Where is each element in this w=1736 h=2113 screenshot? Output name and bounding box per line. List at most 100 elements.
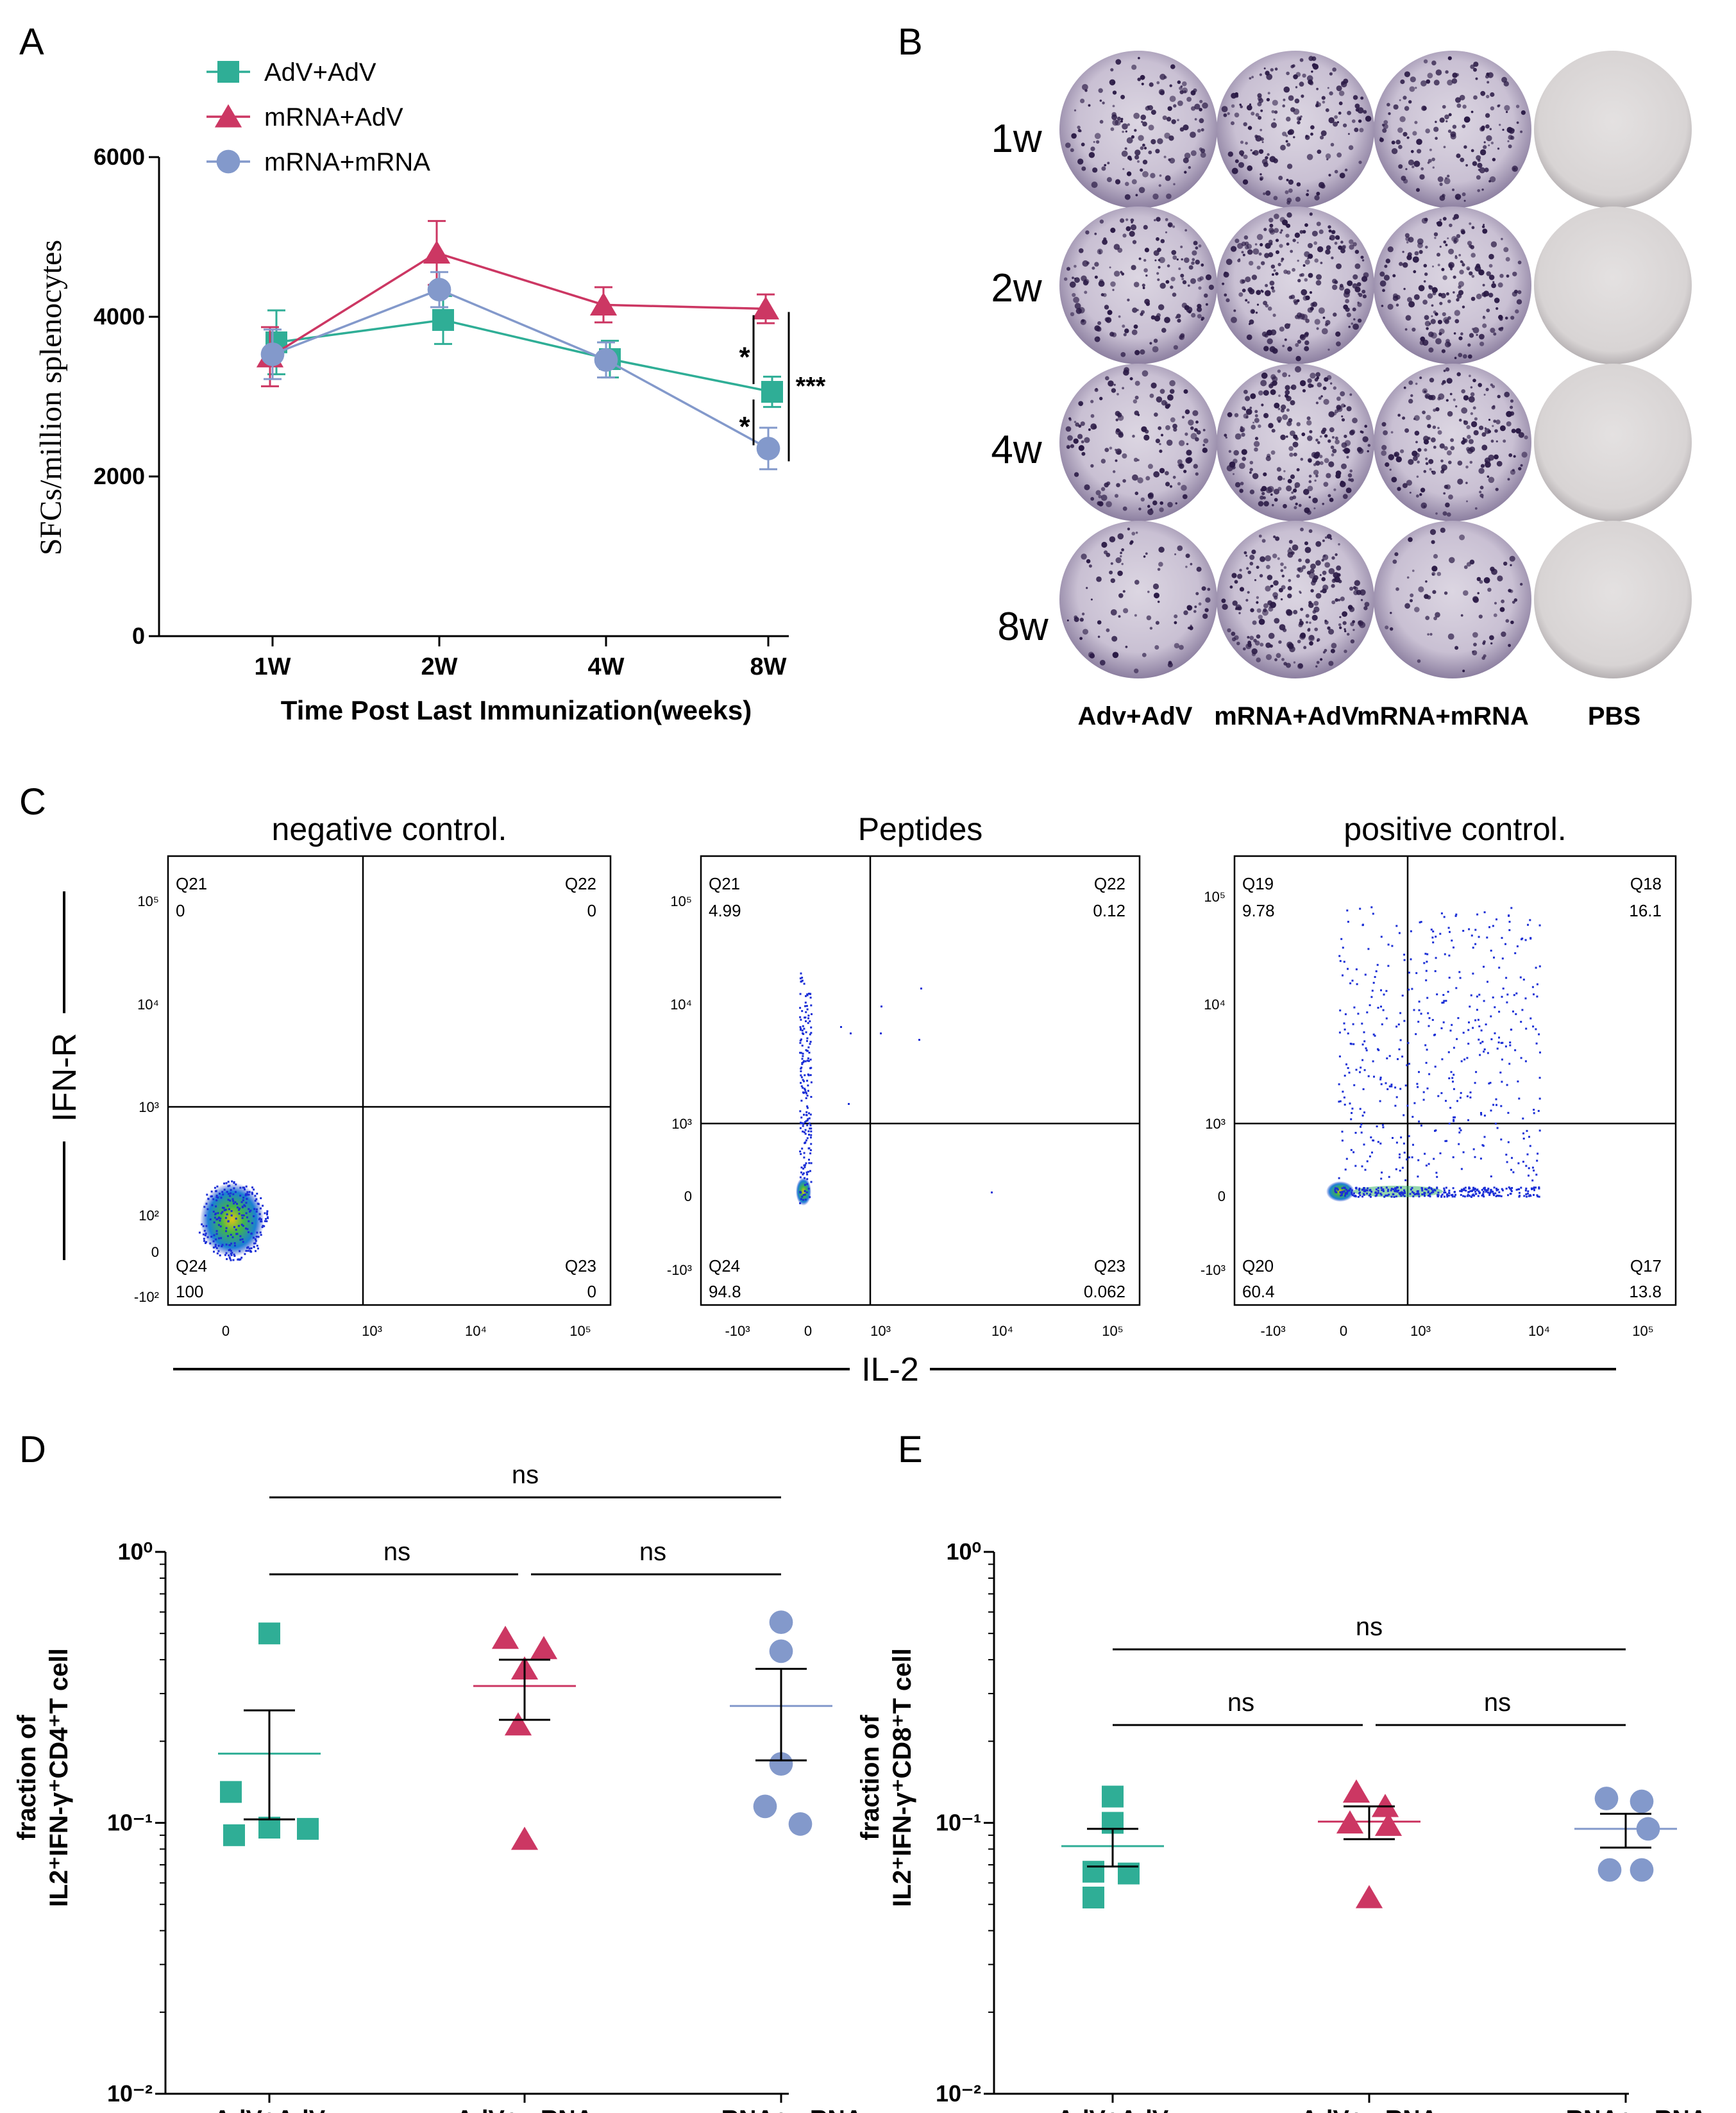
flow-event [801, 1045, 804, 1047]
well-spot [1159, 74, 1166, 80]
well-spot [1194, 118, 1197, 121]
well-spot [1322, 316, 1326, 319]
flow-event [1423, 1191, 1426, 1194]
flow-event [1371, 1151, 1373, 1154]
flow-event [1533, 1109, 1535, 1111]
flow-event [1479, 1054, 1481, 1056]
quadrant-value: 13.8 [1629, 1282, 1662, 1301]
flow-event [1501, 957, 1504, 960]
panel-d-data-point [504, 1712, 532, 1736]
flow-event [245, 1250, 248, 1252]
flow-event [1525, 1165, 1528, 1167]
well-spot [1149, 627, 1153, 630]
well-spot [1357, 302, 1362, 307]
well-spot [1497, 282, 1503, 288]
well-spot [1329, 427, 1335, 433]
well-spot [1117, 116, 1121, 121]
well-spot [1433, 446, 1437, 449]
well-spot [1275, 272, 1279, 276]
flow-event [1397, 1189, 1400, 1191]
well-spot [1143, 224, 1148, 230]
well-spot [1487, 430, 1492, 434]
well-spot [1304, 346, 1310, 351]
well-spot [1261, 403, 1264, 407]
well-spot [1304, 251, 1310, 257]
well-spot [1402, 262, 1408, 268]
flow-event [261, 1226, 264, 1228]
well-spot [1475, 77, 1478, 80]
well-spot [1306, 193, 1309, 196]
well-spot [1088, 104, 1091, 107]
well-spot [1169, 389, 1175, 394]
flow-event [805, 1005, 808, 1007]
well-spot [1250, 149, 1252, 151]
well-spot [1446, 450, 1452, 456]
well-spot [1265, 585, 1271, 592]
well-spot [1479, 333, 1485, 340]
well-spot [1276, 467, 1281, 472]
well-spot [1286, 223, 1291, 228]
flow-event [1447, 1051, 1450, 1054]
flow-event [205, 1202, 208, 1205]
flow-event [251, 1222, 253, 1224]
well-spot [1425, 616, 1430, 620]
well-spot [1451, 78, 1458, 84]
flow-event [1501, 995, 1503, 998]
well-spot [1167, 222, 1173, 228]
quadrant-name: Q20 [1242, 1256, 1274, 1275]
panel-e-data-point [1342, 1779, 1370, 1803]
well-spot [1181, 416, 1185, 419]
well-spot [1462, 305, 1465, 308]
well-spot [1138, 187, 1145, 194]
well-spot [1443, 146, 1446, 149]
well-spot [1313, 463, 1317, 466]
flow-event [1510, 1029, 1512, 1031]
well-spot [1122, 130, 1124, 133]
flow-event [809, 1196, 811, 1199]
flow-event [239, 1258, 242, 1261]
panel-letter-c: C [19, 781, 46, 823]
well-spot [1307, 485, 1313, 491]
well-spot [1316, 221, 1321, 226]
well-spot [1297, 663, 1303, 669]
well-spot [1353, 590, 1359, 596]
flow-event [248, 1191, 251, 1193]
flow-event [1394, 1190, 1396, 1192]
well-spot [1393, 104, 1399, 110]
elispot-well [1374, 206, 1531, 364]
flow-event [1437, 1193, 1439, 1196]
well-spot [1154, 593, 1159, 599]
well-spot [1285, 233, 1290, 238]
flow-event [1350, 1118, 1353, 1120]
well-spot [1112, 90, 1117, 95]
well-spot [1324, 323, 1329, 326]
well-spot [1251, 425, 1256, 430]
well-spot [1138, 257, 1142, 260]
well-spot [1152, 346, 1159, 353]
well-spot [1423, 59, 1428, 63]
well-spot [1311, 577, 1317, 583]
flow-event [1496, 918, 1497, 921]
well-spot [1120, 117, 1124, 121]
well-spot [1200, 148, 1206, 153]
well-spot [1431, 437, 1436, 442]
well-spot [1503, 247, 1509, 253]
well-spot [1413, 160, 1420, 167]
flow-event [1471, 1190, 1473, 1192]
well-spot [1504, 105, 1510, 111]
well-spot [1420, 487, 1426, 492]
flow-event [225, 1243, 228, 1246]
well-spot [1261, 332, 1267, 337]
flow-event [1483, 1187, 1486, 1190]
flow-event [1382, 1009, 1385, 1011]
flow-event [1396, 1190, 1399, 1193]
elispot-well [1217, 206, 1374, 364]
quadrant-value: 9.78 [1242, 901, 1275, 920]
well-spot [1469, 333, 1474, 338]
flow-event [257, 1247, 259, 1250]
flow-event [1464, 1186, 1467, 1189]
well-spot [1508, 589, 1512, 593]
flow-event [220, 1212, 223, 1215]
flow-event [1417, 1190, 1419, 1192]
well-spot [1354, 103, 1360, 109]
